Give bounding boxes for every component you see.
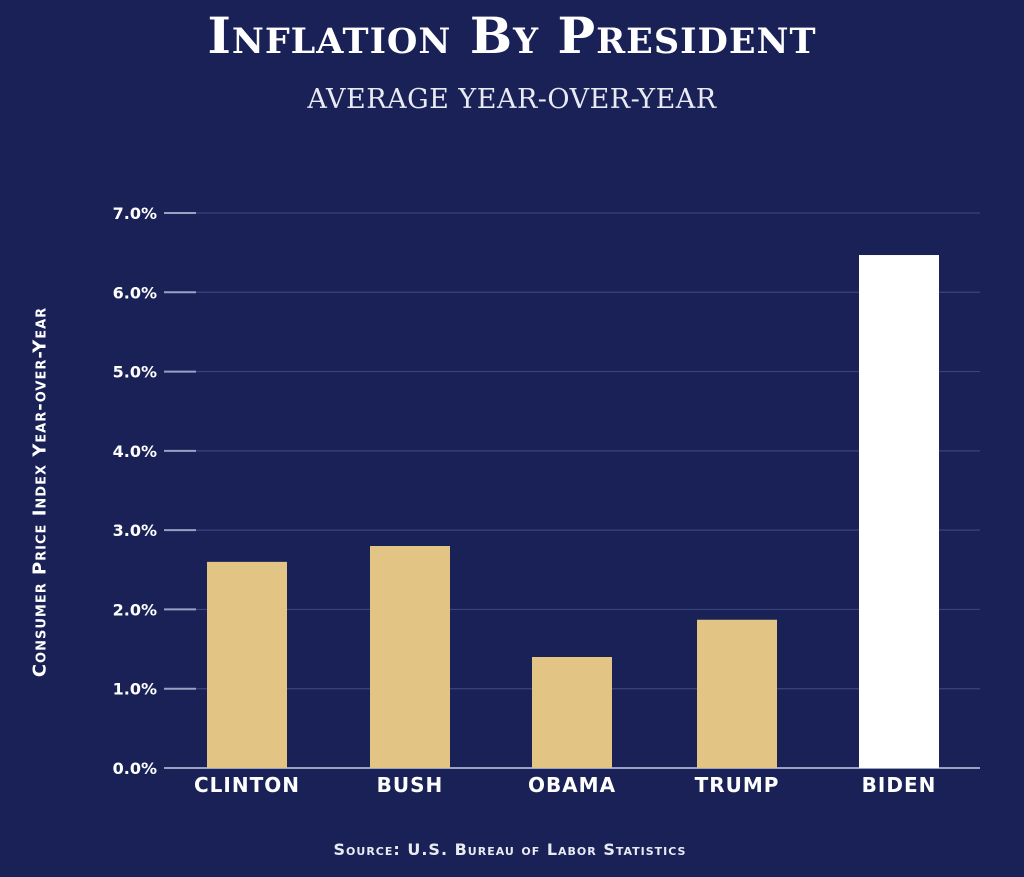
- bar-obama: [532, 657, 612, 768]
- source-note: Source: U.S. Bureau of Labor Statistics: [333, 840, 687, 859]
- chart-subtitle: AVERAGE YEAR-OVER-YEAR: [307, 84, 717, 115]
- y-tick-label: 2.0%: [113, 600, 157, 619]
- y-tick-label: 1.0%: [113, 680, 157, 699]
- y-tick-label: 4.0%: [113, 442, 157, 461]
- x-category-label: BIDEN: [862, 773, 937, 797]
- bar-clinton: [207, 561, 287, 768]
- x-category-label: CLINTON: [194, 773, 300, 797]
- x-category-label: OBAMA: [528, 773, 616, 797]
- chart-title: Inflation By President: [207, 6, 817, 65]
- y-tick-label: 5.0%: [113, 363, 157, 382]
- y-tick-label: 7.0%: [113, 204, 157, 223]
- y-tick-label: 0.0%: [113, 759, 157, 778]
- y-tick-label: 6.0%: [113, 283, 157, 302]
- y-tick-label: 3.0%: [113, 521, 157, 540]
- x-category-label: BUSH: [377, 773, 444, 797]
- bar-biden: [859, 255, 939, 768]
- bar-bush: [370, 546, 450, 768]
- x-category-label: TRUMP: [695, 773, 780, 797]
- bar-trump: [697, 619, 777, 768]
